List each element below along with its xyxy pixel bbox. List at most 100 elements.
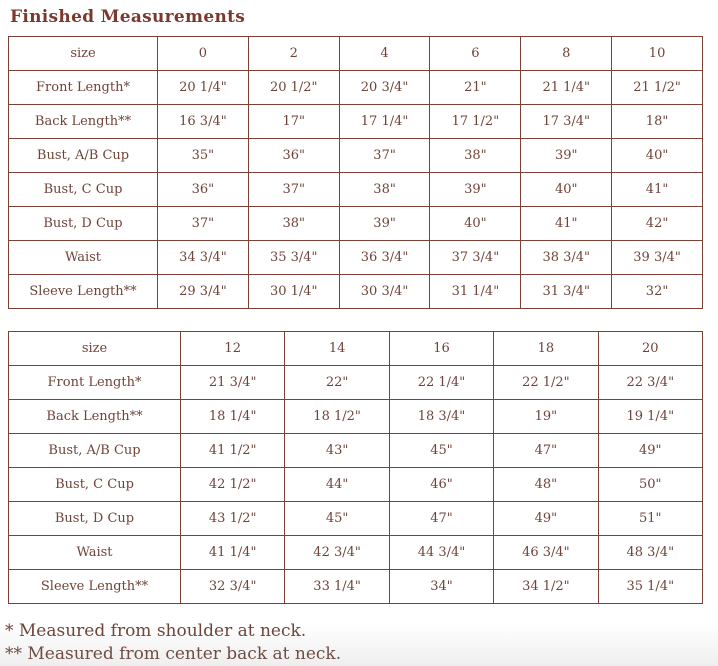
measurement-cell: 20 1/4" [157, 70, 249, 105]
row-label: Back Length** [8, 399, 181, 434]
size-column-header: 6 [429, 36, 522, 71]
measurement-cell: 36" [157, 172, 249, 207]
row-label: Bust, D Cup [8, 206, 158, 241]
measurement-cell: 45" [388, 433, 495, 468]
measurement-cell: 41 1/2" [179, 433, 286, 468]
measurement-cell: 39 3/4" [611, 240, 703, 275]
measurement-cell: 40" [520, 172, 613, 207]
measurement-cell: 17 1/4" [338, 104, 431, 139]
measurement-cell: 37" [157, 206, 249, 241]
table-row: Bust, D Cup 43 1/2" 45" 47" 49" 51" [8, 501, 704, 536]
table-gap [8, 309, 703, 331]
row-label: Front Length* [8, 365, 181, 400]
measurement-cell: 34 1/2" [493, 569, 599, 604]
table-row: Front Length* 21 3/4" 22" 22 1/4" 22 1/2" 22 … [8, 365, 704, 400]
row-label: Bust, C Cup [8, 172, 158, 207]
size-column-header: 12 [179, 331, 286, 366]
measurement-cell: 41" [611, 172, 703, 207]
measurement-cell: 47" [388, 501, 495, 536]
table-row: Sleeve Length** 29 3/4" 30 1/4" 30 3/4" 31 1… [8, 274, 703, 309]
measurement-cell: 46 3/4" [493, 535, 599, 570]
size-column-header: 20 [597, 331, 704, 366]
size-column-header: 4 [338, 36, 431, 71]
measurement-cell: 33 1/4" [284, 569, 390, 604]
row-label: Bust, A/B Cup [8, 138, 158, 173]
size-column-header: 18 [493, 331, 599, 366]
row-label: Waist [8, 240, 158, 275]
measurement-cell: 31 1/4" [429, 274, 522, 309]
measurement-cell: 47" [493, 433, 599, 468]
measurement-cell: 18 3/4" [388, 399, 495, 434]
table-row: Bust, A/B Cup 35" 36" 37" 38" 39" 40" [8, 138, 703, 173]
measurement-cell: 17 3/4" [520, 104, 613, 139]
size-header-cell: size [8, 331, 181, 366]
measurement-cell: 34 3/4" [157, 240, 249, 275]
measurement-cell: 31 3/4" [520, 274, 613, 309]
measurement-cell: 18 1/2" [284, 399, 390, 434]
row-label: Bust, A/B Cup [8, 433, 181, 468]
measurement-cell: 38" [338, 172, 431, 207]
measurement-cell: 30 1/4" [247, 274, 340, 309]
measurement-cell: 21 3/4" [179, 365, 286, 400]
measurement-cell: 39" [338, 206, 431, 241]
size-column-header: 14 [284, 331, 390, 366]
measurement-cell: 35" [157, 138, 249, 173]
table-row: Back Length** 16 3/4" 17" 17 1/4" 17 1/2" 17 … [8, 104, 703, 139]
measurement-cell: 37 3/4" [429, 240, 522, 275]
row-label: Sleeve Length** [8, 569, 181, 604]
measurement-cell: 22" [284, 365, 390, 400]
table-row: Waist 34 3/4" 35 3/4" 36 3/4" 37 3/4" 38 3/4"… [8, 240, 703, 275]
header-row: size 12 14 16 18 20 [8, 331, 704, 366]
page-title: Finished Measurements [10, 7, 246, 27]
measurement-cell: 32" [611, 274, 703, 309]
measurement-cell: 16 3/4" [157, 104, 249, 139]
table-row: Bust, D Cup 37" 38" 39" 40" 41" 42" [8, 206, 703, 241]
row-label: Back Length** [8, 104, 158, 139]
measurement-cell: 42 1/2" [179, 467, 286, 502]
measurement-cell: 21 1/4" [520, 70, 613, 105]
size-column-header: 10 [611, 36, 703, 71]
row-label: Front Length* [8, 70, 158, 105]
measurement-cell: 39" [520, 138, 613, 173]
measurement-cell: 50" [597, 467, 704, 502]
measurement-cell: 45" [284, 501, 390, 536]
size-column-header: 2 [247, 36, 340, 71]
measurement-cell: 37" [338, 138, 431, 173]
measurement-cell: 34" [388, 569, 495, 604]
measurement-cell: 32 3/4" [179, 569, 286, 604]
measurement-cell: 22 1/2" [493, 365, 599, 400]
measurement-cell: 19 1/4" [597, 399, 704, 434]
measurement-cell: 48" [493, 467, 599, 502]
size-column-header: 8 [520, 36, 613, 71]
measurement-cell: 49" [597, 433, 704, 468]
measurement-cell: 18" [611, 104, 703, 139]
measurement-cell: 49" [493, 501, 599, 536]
measurement-cell: 36" [247, 138, 340, 173]
header-row: size 0 2 4 6 8 10 [8, 36, 703, 71]
measurement-cell: 18 1/4" [179, 399, 286, 434]
footnotes: * Measured from shoulder at neck. ** Mea… [5, 620, 703, 666]
measurement-cell: 38 3/4" [520, 240, 613, 275]
measurements-table-sizes-12-20: size 12 14 16 18 20 Front Length* 21 3/4" 22" 22 … [8, 331, 704, 604]
table-row: Back Length** 18 1/4" 18 1/2" 18 3/4" 19" 19 … [8, 399, 704, 434]
measurement-cell: 42 3/4" [284, 535, 390, 570]
measurement-cell: 21" [429, 70, 522, 105]
measurement-cell: 35 1/4" [597, 569, 704, 604]
measurement-cell: 20 3/4" [338, 70, 431, 105]
measurement-cell: 42" [611, 206, 703, 241]
table-row: Front Length* 20 1/4" 20 1/2" 20 3/4" 21" 21 … [8, 70, 703, 105]
measurement-cell: 38" [247, 206, 340, 241]
measurement-cell: 39" [429, 172, 522, 207]
table-row: Sleeve Length** 32 3/4" 33 1/4" 34" 34 1/2" 3… [8, 569, 704, 604]
footnote-back-length: ** Measured from center back at neck. [5, 644, 342, 664]
measurement-cell: 38" [429, 138, 522, 173]
table-row: Bust, C Cup 36" 37" 38" 39" 40" 41" [8, 172, 703, 207]
row-label: Sleeve Length** [8, 274, 158, 309]
footnote-front-length: * Measured from shoulder at neck. [5, 621, 307, 641]
row-label: Bust, D Cup [8, 501, 181, 536]
measurement-cell: 36 3/4" [338, 240, 431, 275]
measurements-table-sizes-0-10: size 0 2 4 6 8 10 Front Length* 20 1/4" 20 1/2" 20… [8, 36, 703, 309]
measurement-cell: 19" [493, 399, 599, 434]
measurement-cell: 29 3/4" [157, 274, 249, 309]
